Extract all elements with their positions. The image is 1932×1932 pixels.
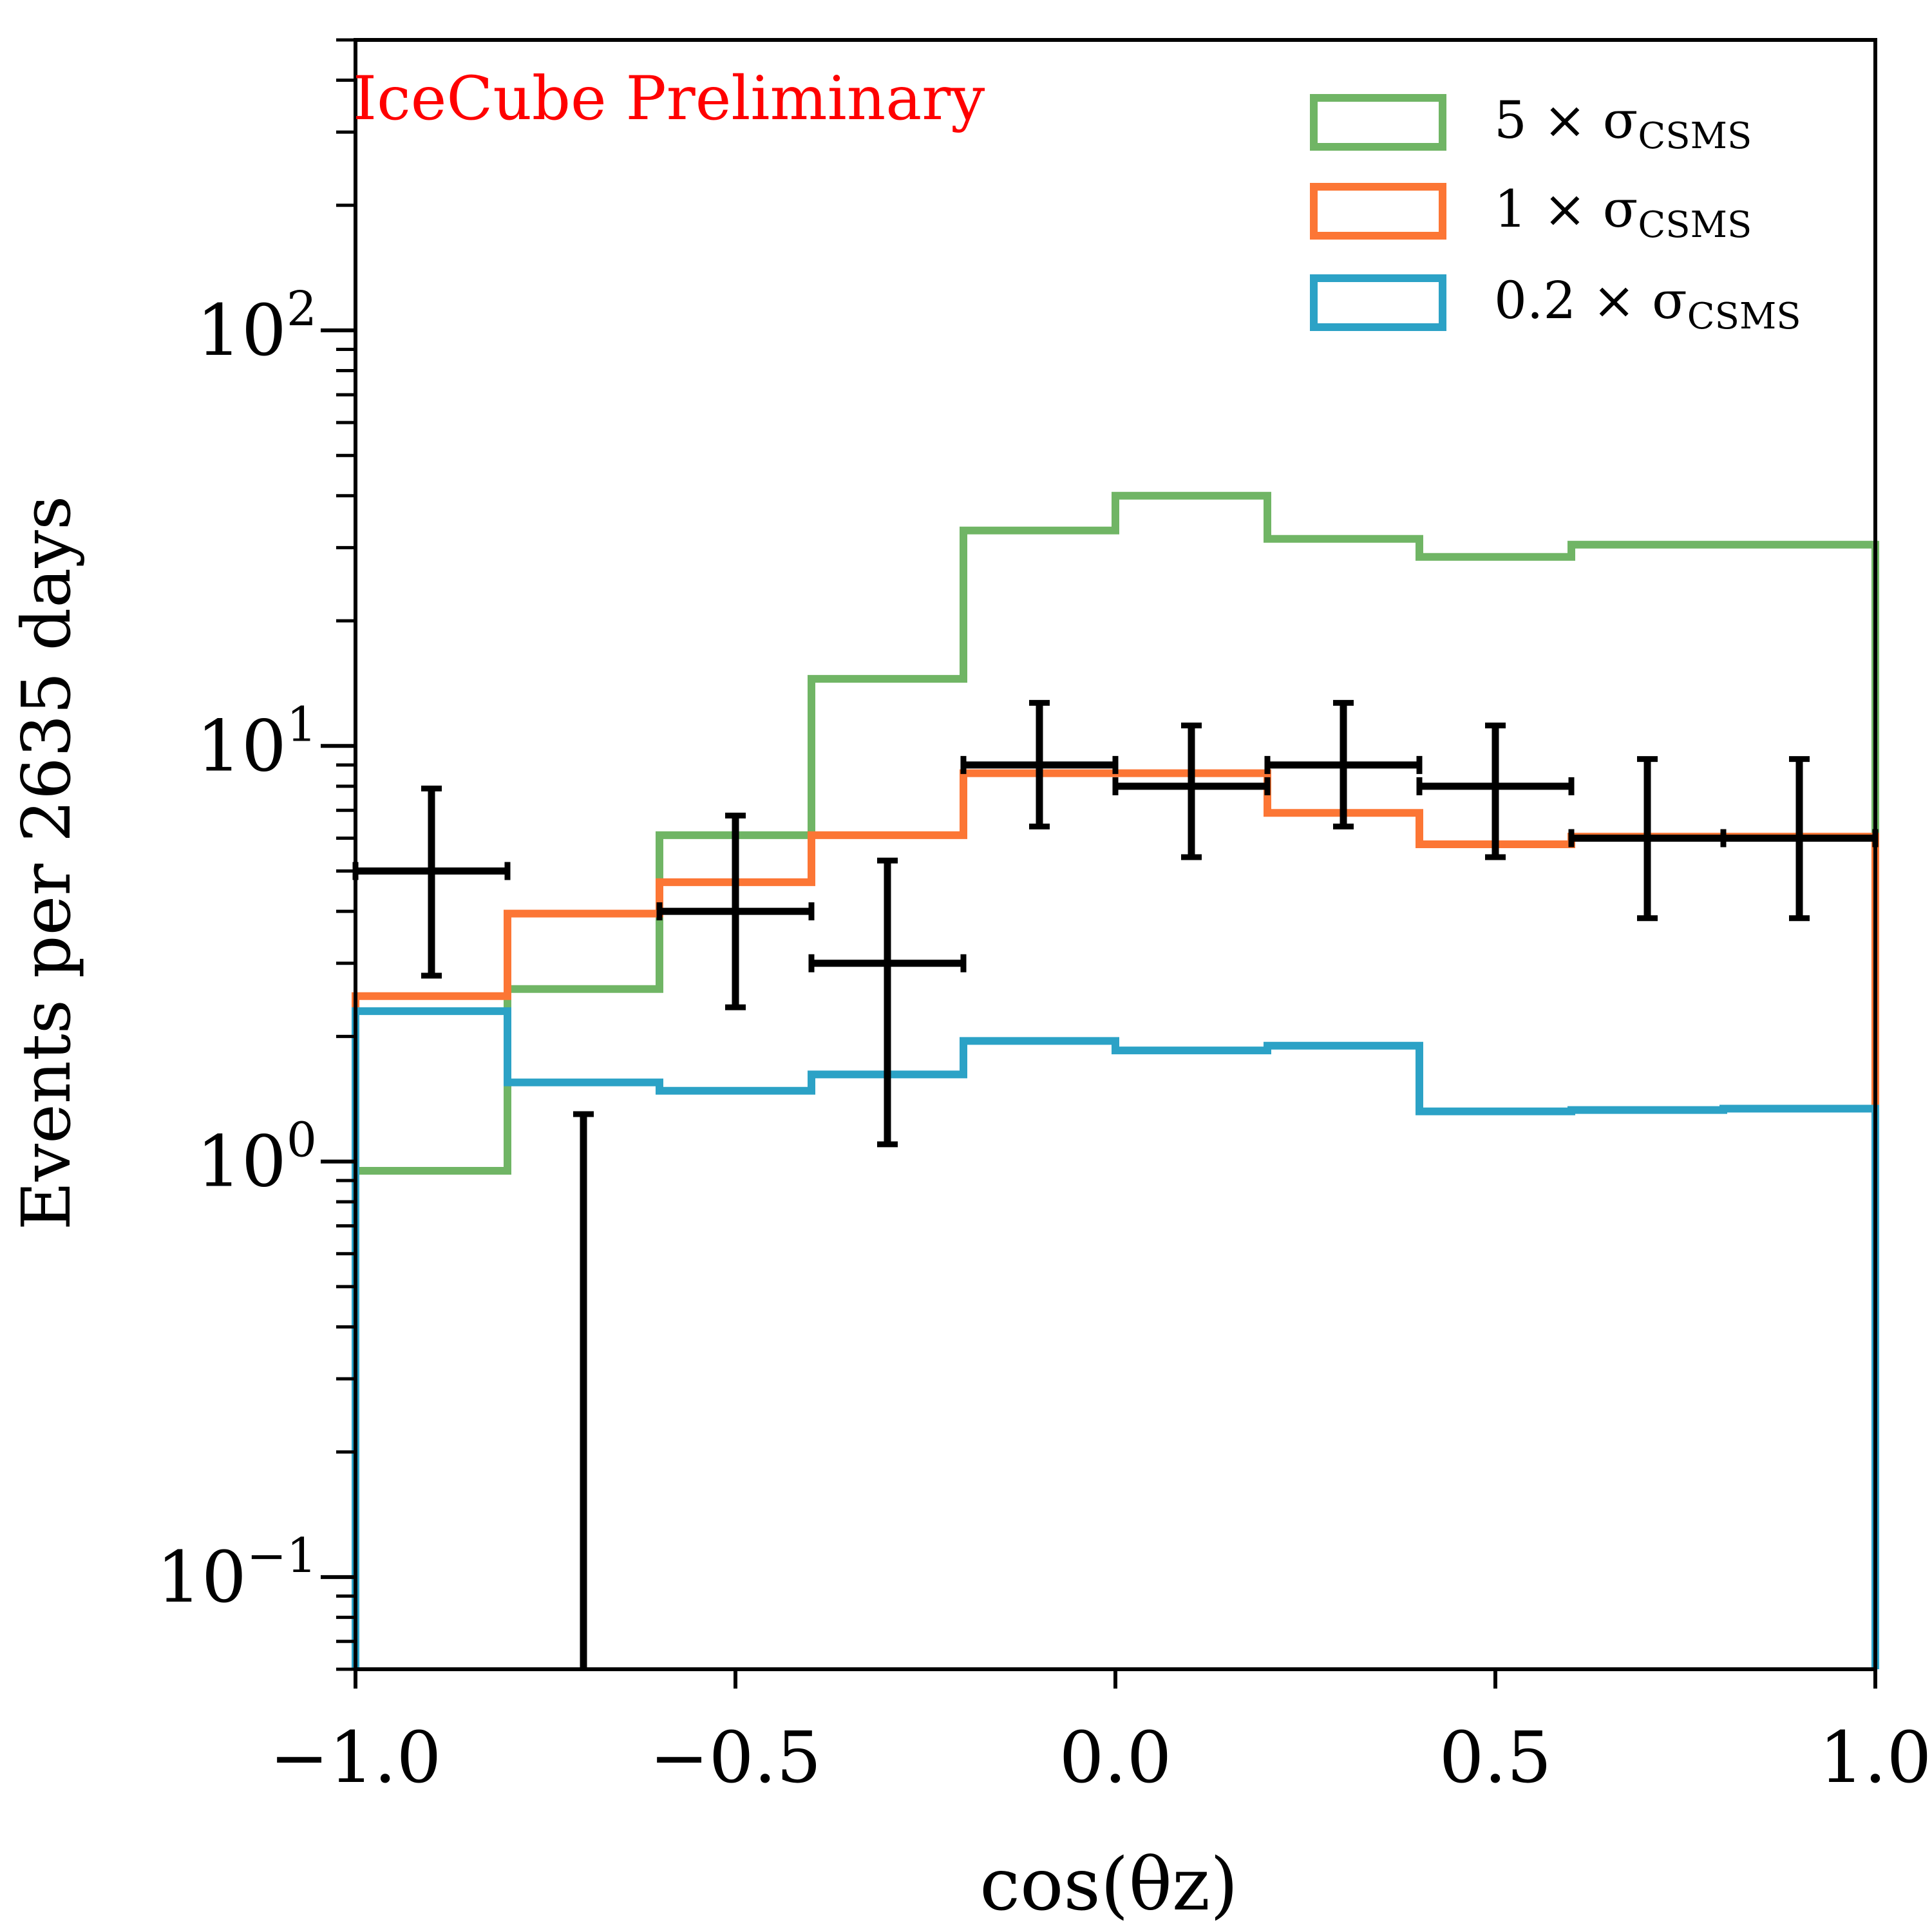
y-tick-label: 100 bbox=[196, 1113, 317, 1203]
legend-item-2: 0.2 × σCSMS bbox=[1310, 270, 1801, 337]
data-point-5 bbox=[1112, 723, 1271, 860]
y-tick-label: 101 bbox=[196, 697, 317, 787]
data-point-6 bbox=[1264, 699, 1423, 829]
legend-item-0: 5 × σCSMS bbox=[1310, 90, 1752, 157]
legend-label: 0.2 × σCSMS bbox=[1494, 270, 1801, 337]
x-tick-label: 0.5 bbox=[1439, 1716, 1552, 1799]
ticks-layer: −1.0 −0.5 0.0 0.5 1.0 10−1 100 101 102 bbox=[156, 38, 1932, 1799]
x-tick-label: −0.5 bbox=[649, 1716, 821, 1799]
data-points-layer bbox=[352, 699, 1879, 1669]
series-line-2 bbox=[352, 1007, 1879, 1669]
series-line-0 bbox=[352, 491, 1879, 1669]
legend: 5 × σCSMS 1 × σCSMS 0.2 × σCSMS bbox=[1310, 90, 1801, 337]
x-tick-label: −1.0 bbox=[269, 1716, 441, 1799]
legend-swatch bbox=[1310, 183, 1446, 240]
data-point-3 bbox=[808, 857, 967, 1148]
data-point-4 bbox=[960, 699, 1119, 829]
x-tick-label: 0.0 bbox=[1059, 1716, 1172, 1799]
x-tick-label: 1.0 bbox=[1819, 1716, 1932, 1799]
y-tick-label: 102 bbox=[196, 281, 317, 372]
legend-item-1: 1 × σCSMS bbox=[1310, 179, 1752, 246]
legend-swatch bbox=[1310, 274, 1446, 331]
legend-swatch bbox=[1310, 94, 1446, 151]
y-tick-label: 10−1 bbox=[156, 1528, 317, 1618]
legend-label: 1 × σCSMS bbox=[1494, 179, 1752, 246]
data-point-2 bbox=[656, 812, 815, 1010]
labels-layer: IceCube Preliminary cos(θz) Events per 2… bbox=[7, 64, 1238, 1927]
legend-label: 5 × σCSMS bbox=[1494, 90, 1752, 157]
data-point-1 bbox=[573, 1111, 594, 1669]
chart-annotation: IceCube Preliminary bbox=[353, 64, 985, 134]
y-axis-label: Events per 2635 days bbox=[7, 496, 86, 1231]
x-axis-label: cos(θz) bbox=[980, 1843, 1238, 1927]
data-point-7 bbox=[1416, 723, 1575, 860]
